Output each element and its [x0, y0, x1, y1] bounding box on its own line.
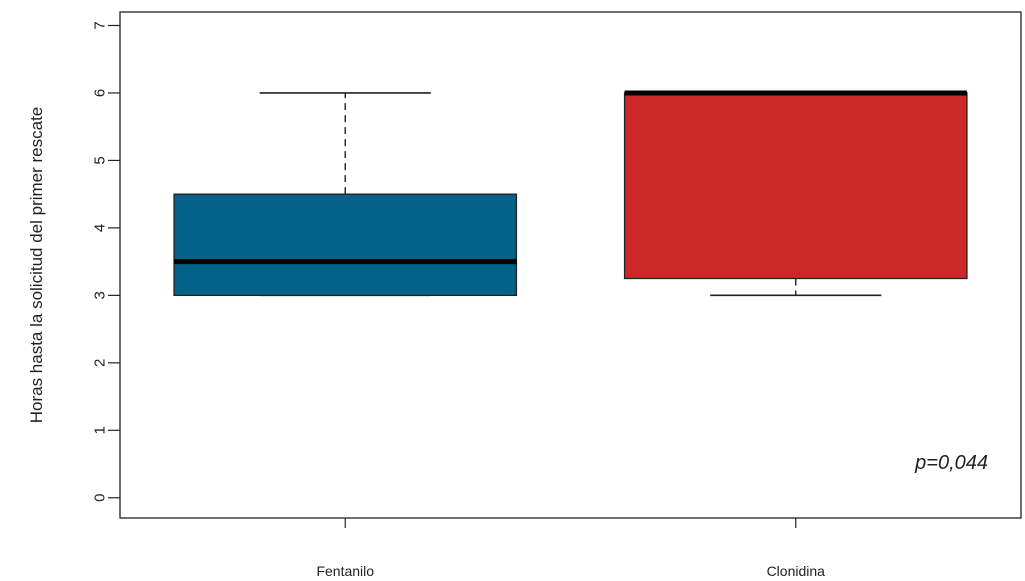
- y-tick-label: 1: [92, 426, 109, 434]
- x-axis: Fentanilo Clonidina: [316, 518, 825, 579]
- y-tick-label: 6: [92, 89, 109, 97]
- box-fentanilo: [173, 193, 518, 297]
- y-tick-label: 3: [92, 291, 109, 299]
- y-axis-label: Horas hasta la solicitud del primer resc…: [27, 107, 46, 424]
- x-tick-label: Clonidina: [767, 563, 826, 579]
- plot-frame: [119, 11, 1022, 519]
- y-tick-label: 2: [92, 359, 109, 367]
- x-tick-label: Fentanilo: [316, 563, 374, 579]
- y-axis: 0 1 2 3 4 5 6 7: [92, 21, 120, 502]
- y-tick-label: 5: [92, 156, 109, 164]
- y-tick-label: 4: [92, 224, 109, 232]
- p-value-annotation: p=0,044: [914, 452, 988, 474]
- boxes: [173, 90, 968, 297]
- box-clonidina: [623, 92, 968, 280]
- y-tick-label: 7: [92, 21, 109, 29]
- y-tick-label: 0: [92, 494, 109, 502]
